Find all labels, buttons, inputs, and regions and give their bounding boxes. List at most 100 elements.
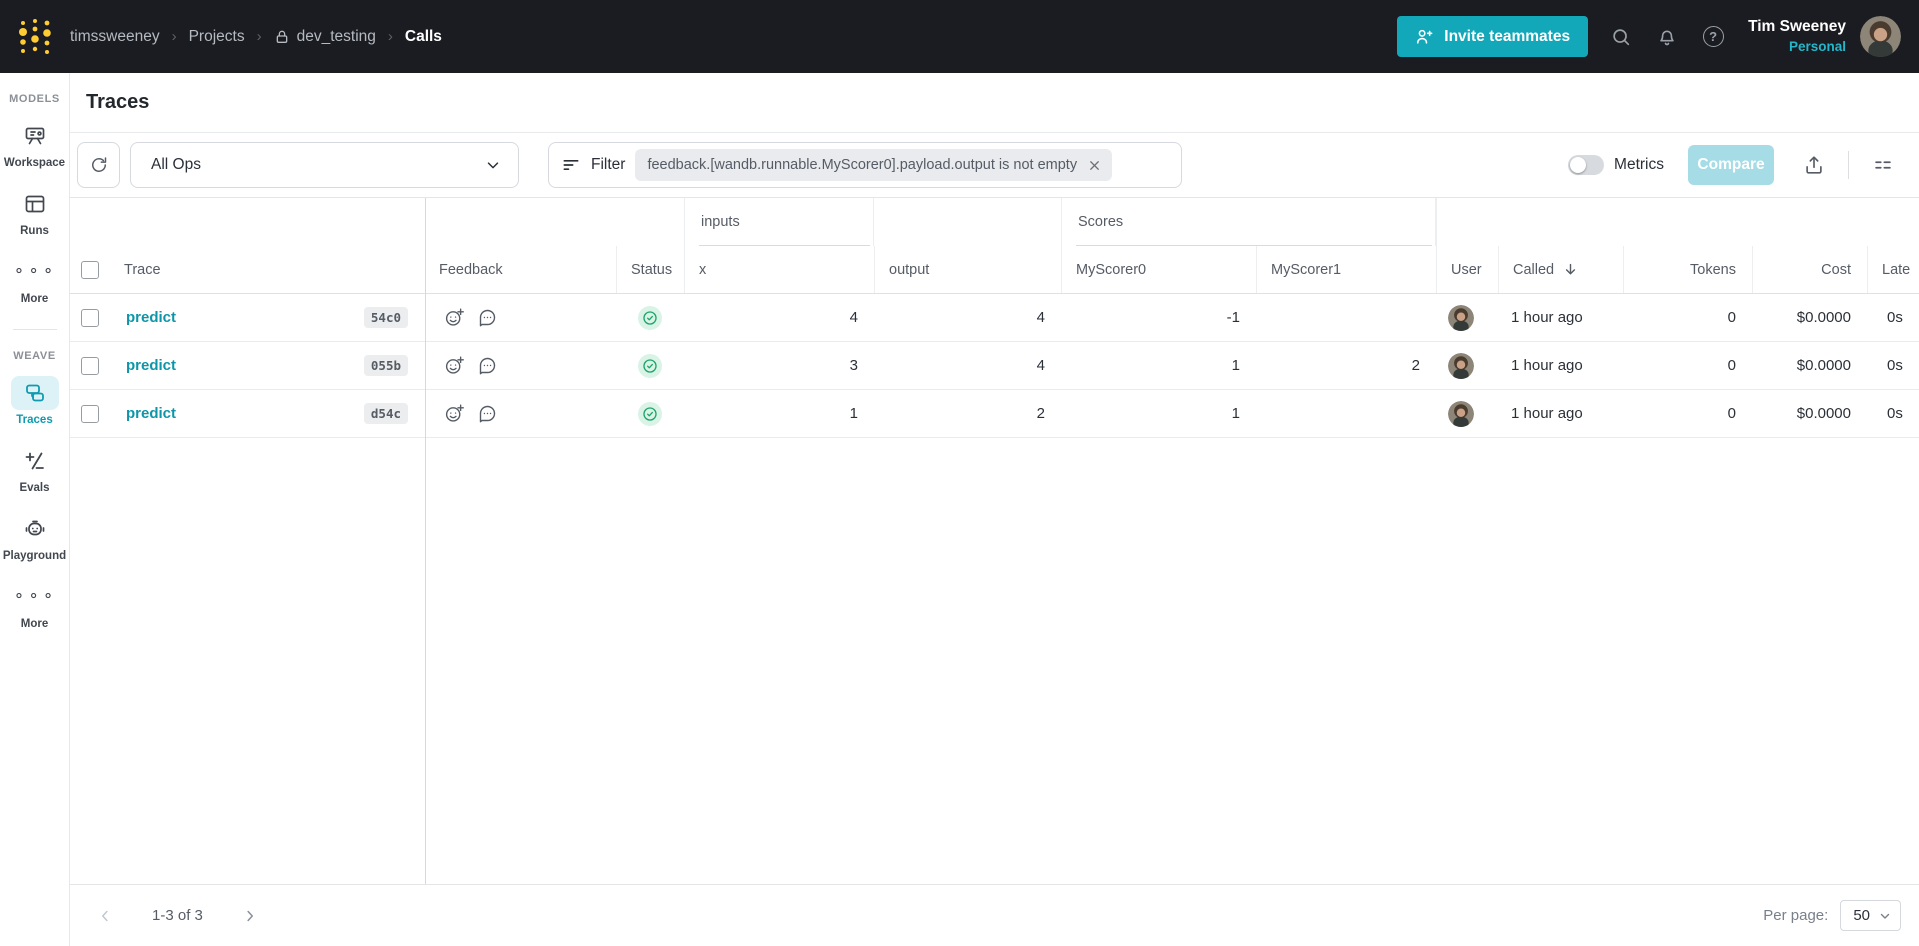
chevron-down-icon [484, 156, 502, 174]
sidebar-item-playground[interactable]: Playground [3, 512, 67, 562]
cell-x: 1 [849, 405, 858, 422]
cell-tokens: 0 [1727, 357, 1736, 374]
column-header-x[interactable]: x [684, 246, 874, 293]
comment-icon[interactable] [477, 403, 498, 424]
sidebar-divider [12, 329, 57, 330]
avatar [1448, 400, 1474, 427]
column-header-output[interactable]: output [874, 246, 1061, 293]
comment-icon[interactable] [477, 307, 498, 328]
column-header-myscorer0[interactable]: MyScorer0 [1061, 246, 1256, 293]
column-header-latency[interactable]: Late [1867, 246, 1919, 293]
breadcrumb-current: Calls [404, 27, 442, 45]
chevron-left-icon[interactable] [90, 901, 120, 931]
invite-teammates-button[interactable]: Invite teammates [1397, 16, 1589, 57]
sidebar-item-label: More [20, 618, 49, 630]
column-header-tokens[interactable]: Tokens [1623, 246, 1752, 293]
sidebar-item-label: Evals [19, 482, 50, 494]
user-menu[interactable]: Tim Sweeney Personal [1748, 17, 1846, 56]
sidebar-item-more-models[interactable]: More [3, 255, 67, 305]
filter-lines-icon [561, 155, 581, 175]
playground-icon [11, 512, 59, 546]
avatar[interactable] [1860, 16, 1901, 57]
close-icon[interactable] [1087, 158, 1102, 173]
cell-cost: $0.0000 [1796, 405, 1851, 422]
sidebar-item-label: Playground [2, 550, 67, 562]
smiley-plus-icon[interactable] [444, 307, 465, 328]
export-icon[interactable] [1796, 147, 1832, 183]
avatar [1448, 352, 1474, 379]
toolbar-divider [1848, 151, 1849, 179]
sidebar-item-traces[interactable]: Traces [3, 376, 67, 426]
cell-output: 2 [1036, 405, 1045, 422]
navbar-right: Invite teammates Tim Sweeney Personal [1397, 14, 1901, 60]
trace-link[interactable]: predict [126, 309, 177, 326]
search-icon[interactable] [1598, 14, 1644, 60]
breadcrumb-separator-icon [388, 28, 393, 45]
filter-bar[interactable]: Filter feedback.[wandb.runnable.MyScorer… [548, 142, 1182, 188]
wandb-logo-icon[interactable] [0, 15, 70, 59]
cell-myscorer1 [1256, 294, 1436, 341]
sidebar-item-workspace[interactable]: Workspace [3, 119, 67, 169]
check-circle-icon [638, 401, 662, 426]
column-header-trace[interactable]: Trace [124, 261, 161, 278]
column-header-myscorer1[interactable]: MyScorer1 [1256, 246, 1436, 293]
column-header-called-label: Called [1513, 261, 1555, 278]
column-settings-icon[interactable] [1865, 147, 1901, 183]
trace-link[interactable]: predict [126, 405, 177, 422]
chevron-right-icon[interactable] [235, 901, 265, 931]
column-header-called[interactable]: Called [1498, 246, 1623, 293]
cell-myscorer0: 1 [1231, 405, 1240, 422]
table-row[interactable]: predict d54c [70, 390, 1919, 438]
breadcrumb-entity[interactable]: timssweeney [70, 27, 160, 45]
select-all-checkbox[interactable] [81, 260, 99, 279]
table-row[interactable]: predict 54c0 [70, 294, 1919, 342]
table-row[interactable]: predict 055b [70, 342, 1919, 390]
cell-cost: $0.0000 [1796, 357, 1851, 374]
refresh-icon [89, 155, 109, 175]
per-page-label: Per page: [1763, 907, 1829, 924]
column-header-cost[interactable]: Cost [1752, 246, 1867, 293]
help-icon[interactable] [1690, 14, 1736, 60]
left-sidebar: MODELS Workspace Runs [0, 73, 70, 946]
more-dots-icon [11, 255, 59, 289]
sidebar-item-more-weave[interactable]: More [3, 580, 67, 630]
metrics-toggle[interactable] [1568, 155, 1605, 175]
sort-down-icon [1562, 261, 1579, 278]
breadcrumb-projects[interactable]: Projects [188, 27, 245, 45]
compare-button[interactable]: Compare [1688, 145, 1774, 185]
calls-table: inputs Scores Trace Feedback Status x ou… [70, 197, 1919, 884]
refresh-button[interactable] [77, 142, 120, 188]
sidebar-item-evals[interactable]: Evals [3, 444, 67, 494]
row-checkbox[interactable] [81, 356, 99, 375]
column-header-feedback[interactable]: Feedback [439, 261, 503, 278]
cell-called: 1 hour ago [1511, 405, 1583, 422]
more-dots-icon [11, 580, 59, 614]
per-page-value: 50 [1853, 907, 1870, 924]
page-title: Traces [86, 91, 150, 113]
column-header-user[interactable]: User [1436, 246, 1498, 293]
breadcrumb-project[interactable]: dev_testing [274, 28, 376, 46]
column-header-status[interactable]: Status [616, 246, 684, 293]
calls-toolbar: All Ops Filter feedbac [70, 133, 1919, 197]
sidebar-item-runs[interactable]: Runs [3, 187, 67, 237]
cell-x: 4 [849, 309, 858, 326]
pinned-column-divider [425, 198, 426, 884]
bell-icon[interactable] [1644, 14, 1690, 60]
check-circle-icon [638, 305, 662, 330]
row-checkbox[interactable] [81, 404, 99, 423]
group-header-scores: Scores [1061, 198, 1436, 246]
cell-x: 3 [849, 357, 858, 374]
chevron-down-icon [1878, 909, 1892, 923]
comment-icon[interactable] [477, 355, 498, 376]
table-header-row: Trace Feedback Status x output MyScorer0… [70, 246, 1919, 294]
op-filter-select[interactable]: All Ops [130, 142, 519, 188]
row-checkbox[interactable] [81, 308, 99, 327]
smiley-plus-icon[interactable] [444, 403, 465, 424]
per-page-select[interactable]: 50 [1840, 900, 1901, 931]
smiley-plus-icon[interactable] [444, 355, 465, 376]
call-id-chip: 055b [363, 355, 408, 376]
models-section-label: MODELS [9, 93, 60, 105]
invite-teammates-label: Invite teammates [1444, 27, 1571, 45]
filter-chip[interactable]: feedback.[wandb.runnable.MyScorer0].payl… [635, 149, 1113, 181]
trace-link[interactable]: predict [126, 357, 177, 374]
